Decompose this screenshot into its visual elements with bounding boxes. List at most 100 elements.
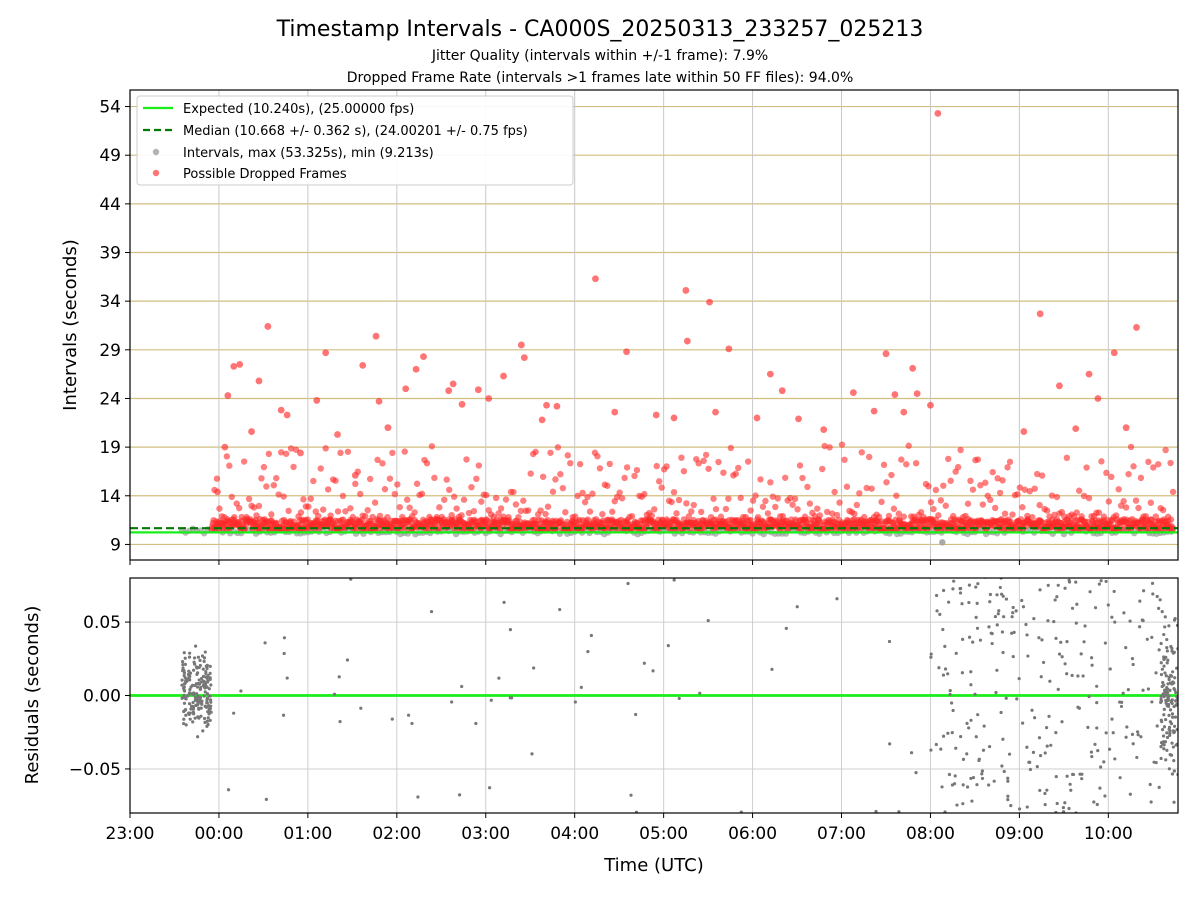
residual-point [1045,725,1049,730]
dropped-frame-point [1095,509,1103,516]
residual-point [1166,658,1170,662]
dropped-frame-outlier [485,395,493,402]
dropped-frame-point [1147,499,1155,506]
dropped-frame-point [260,463,268,471]
x-tick-label: 03:00 [461,824,510,844]
dropped-frame-outlier [334,431,341,438]
dropped-frame-point [900,513,907,520]
dropped-frame-point [374,456,381,464]
x-tick-label: 10:00 [1084,824,1133,844]
dropped-frame-outlier [375,397,383,405]
dropped-frame-point [1016,484,1024,491]
residual-point [1170,772,1175,776]
residual-point [1172,800,1176,804]
legend-intervals-label: Intervals, max (53.325s), min (9.213s) [183,146,434,161]
dropped-frame-point [431,474,438,482]
residual-point [1106,603,1110,607]
dropped-frame-outlier [682,287,690,294]
residual-point [1065,774,1069,778]
residual-point [1165,704,1169,708]
dropped-frame-point [1043,507,1051,514]
residual-point [390,717,394,721]
residual-point [1045,744,1049,748]
residual-point [1074,621,1078,625]
residual-point [967,600,971,605]
dropped-frame-outlier [683,337,691,345]
residual-point [205,696,209,701]
residual-point [209,704,213,708]
residual-point [1103,641,1107,645]
residual-point [1041,660,1046,665]
residual-point [1163,625,1167,629]
residual-point [195,692,199,696]
dropped-frame-outlier [236,361,244,368]
dropped-frame-point [502,496,510,503]
dropped-frame-outlier [221,443,229,451]
dropped-frame-point [579,489,586,497]
residual-point [181,662,185,667]
residual-point [1053,598,1057,602]
dropped-frame-point [888,471,895,479]
legend-dropped-marker [152,169,160,177]
dropped-frame-point [781,474,789,481]
residual-point [698,691,702,695]
residual-point [1011,654,1015,659]
dropped-frame-point [386,475,394,482]
dropped-frame-point [863,484,870,492]
residual-point [967,583,972,587]
dropped-frame-point [342,508,349,515]
residual-point [180,683,184,687]
residual-point [959,734,963,739]
dropped-frame-point [223,453,231,460]
dropped-frame-point [932,486,940,494]
dropped-frame-point [349,513,357,521]
dropped-frame-outlier [412,365,420,373]
residual-point [1172,724,1177,728]
dropped-frame-point [576,460,584,468]
residual-point [835,597,839,601]
dropped-frame-outlier [322,349,330,357]
residual-point [189,692,193,696]
dropped-frame-point [584,493,591,501]
residual-point [1150,581,1155,585]
residual-point [200,702,204,706]
dropped-frame-point [396,503,403,511]
dropped-frame-point [1046,513,1053,520]
dropped-frame-point [500,513,507,520]
dropped-frame-point [557,470,564,478]
residual-point [192,712,196,716]
dropped-frame-point [527,470,534,477]
residual-point [1021,605,1026,609]
dropped-frame-point [453,505,460,512]
residual-point [187,655,192,659]
dropped-frame-point [935,512,942,519]
residual-point [1175,727,1178,732]
residual-point [1175,698,1178,702]
residual-point [1068,782,1072,786]
dropped-frame-point [525,507,532,514]
residuals-y-ticks: −0.05 0.00 0.05 [69,613,130,780]
dropped-frame-outlier [372,332,380,340]
dropped-frame-point [710,495,717,502]
dropped-frame-point [216,505,223,512]
residual-point [1126,688,1130,692]
residual-point [1167,713,1171,717]
dropped-frame-point [436,504,443,511]
residual-point [961,637,965,642]
residual-point [969,670,973,674]
residual-point [1161,692,1165,696]
dropped-frame-outlier [778,387,786,395]
dropped-frame-point [539,473,547,480]
dropped-frame-outlier [706,298,713,306]
dropped-frame-point [327,512,334,519]
residual-point [205,676,209,680]
dropped-frame-outlier [913,390,921,398]
residual-point [1110,717,1114,721]
residual-point [282,636,287,640]
dropped-frame-point [964,500,972,507]
dropped-frame-outlier [538,416,546,424]
residual-point [1170,646,1174,650]
residual-point [1159,661,1163,665]
residual-point [1167,767,1171,771]
jitter-subtitle: Jitter Quality (intervals within +/-1 fr… [431,48,768,64]
